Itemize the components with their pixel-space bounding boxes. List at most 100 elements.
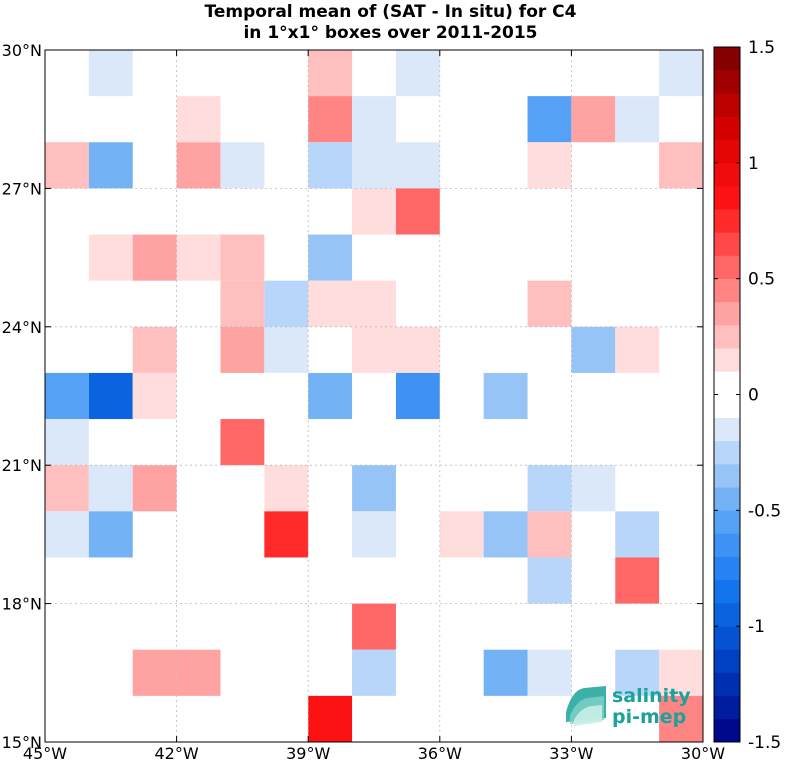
- heatmap-cell: [352, 465, 396, 512]
- colorbar-tick-label: 0: [748, 386, 759, 406]
- heatmap-cell: [88, 465, 133, 512]
- colorbar-segment: [714, 47, 740, 71]
- colorbar-segment: [714, 93, 740, 117]
- logo-text-line1: salinity: [612, 685, 691, 707]
- colorbar-segment: [714, 278, 740, 303]
- heatmap-cell: [352, 511, 396, 558]
- heatmap-cell: [308, 280, 353, 327]
- x-tick-label: 39°W: [286, 744, 330, 763]
- colorbar-segment: [714, 626, 740, 650]
- heatmap-cell: [132, 326, 177, 373]
- x-tick-label: 42°W: [155, 744, 199, 763]
- heatmap-cell: [132, 234, 177, 281]
- heatmap-cell: [176, 234, 221, 281]
- colorbar: 1.5 1 0.5 0 -0.5 -1 -1.5: [713, 38, 781, 753]
- heatmap-cell: [571, 326, 616, 373]
- heatmap-cell: [352, 96, 396, 143]
- heatmap-cell: [220, 326, 265, 373]
- heatmap-cell: [527, 511, 572, 558]
- heatmap-cell: [264, 280, 309, 327]
- colorbar-segment: [714, 603, 740, 627]
- heatmap-cell: [527, 96, 572, 143]
- heatmap-cell: [45, 142, 89, 189]
- heatmap-cell: [615, 511, 660, 558]
- colorbar-segment: [714, 70, 740, 94]
- y-tick-label: 24°N: [2, 318, 42, 337]
- heatmap-cell: [308, 142, 353, 189]
- heatmap-cell: [352, 280, 396, 327]
- colorbar-segment: [714, 255, 740, 279]
- heatmap-cell: [176, 96, 221, 143]
- heatmap-cell: [483, 511, 528, 558]
- heatmap-cell: [527, 465, 572, 512]
- y-tick-label: 21°N: [2, 456, 42, 475]
- heatmap-cell: [88, 50, 133, 97]
- x-tick-label: 45°W: [23, 744, 67, 763]
- x-tick-label: 36°W: [418, 744, 462, 763]
- x-tick-label: 30°W: [681, 744, 725, 763]
- heatmap-cell: [45, 372, 89, 420]
- heatmap-cell: [352, 649, 396, 696]
- heatmap-cell: [527, 649, 572, 696]
- colorbar-segment: [714, 371, 740, 395]
- heatmap-cell: [352, 326, 396, 373]
- heatmap-cell: [45, 419, 89, 466]
- heatmap-cell: [264, 511, 309, 558]
- heatmap-cell: [88, 142, 133, 189]
- heatmap-cell: [659, 142, 703, 189]
- heatmap-cell: [308, 234, 353, 281]
- colorbar-segment: [714, 556, 740, 581]
- salinity-pi-mep-logo: salinity pi-mep: [566, 685, 691, 728]
- heatmap-cell: [88, 372, 133, 420]
- heatmap-cell: [483, 649, 528, 696]
- colorbar-segment: [714, 186, 740, 210]
- heatmap-cell: [527, 142, 572, 189]
- heatmap-cell: [132, 372, 177, 420]
- x-tick-label: 33°W: [549, 744, 593, 763]
- colorbar-segment: [714, 209, 740, 233]
- colorbar-segment: [714, 116, 740, 140]
- heatmap-cell: [45, 465, 89, 512]
- heatmap-cell: [308, 96, 353, 143]
- heatmap-cell: [176, 142, 221, 189]
- heatmap-cell: [352, 142, 396, 189]
- colorbar-tick-label: -0.5: [748, 501, 781, 521]
- colorbar-segment: [714, 718, 740, 743]
- wave-logo-icon: [566, 686, 606, 726]
- colorbar-tick-label: 1: [748, 154, 759, 174]
- heatmap-cell: [220, 234, 265, 281]
- plot-frame: [44, 49, 704, 743]
- heatmap-cell: [308, 50, 353, 97]
- colorbar-segment: [714, 417, 740, 442]
- heatmap-cell: [88, 234, 133, 281]
- heatmap-cell: [264, 465, 309, 512]
- heatmap-cell: [176, 649, 221, 696]
- colorbar-segment: [714, 672, 740, 696]
- colorbar-segment: [714, 139, 740, 164]
- heatmap-cell: [88, 511, 133, 558]
- heatmap-cell: [395, 188, 440, 235]
- heatmap-cell: [571, 96, 616, 143]
- cells-layer: [45, 50, 703, 742]
- colorbar-segment: [714, 649, 740, 673]
- heatmap-cell: [264, 326, 309, 373]
- heatmap-cell: [659, 50, 703, 97]
- heatmap-cell: [571, 465, 616, 512]
- heatmap-cell: [659, 649, 703, 696]
- heatmap-cell: [527, 280, 572, 327]
- colorbar-segment: [714, 464, 740, 488]
- heatmap-cell: [395, 326, 440, 373]
- y-tick-label: 18°N: [2, 595, 42, 614]
- colorbar-segment: [714, 533, 740, 557]
- ticks-layer: 45°W 42°W 39°W 36°W 33°W 30°W 15°N 18°N 21°N 24°N…: [2, 41, 726, 763]
- heatmap-cell: [659, 695, 703, 742]
- colorbar-segment: [714, 394, 740, 418]
- colorbar-segment: [714, 440, 740, 465]
- colorbar-segment: [714, 232, 740, 256]
- y-tick-label: 30°N: [2, 41, 42, 60]
- heatmap-cell: [308, 372, 353, 420]
- heatmap-cell: [352, 188, 396, 235]
- colorbar-segment: [714, 487, 740, 511]
- colorbar-tick-label: -1.5: [748, 733, 781, 753]
